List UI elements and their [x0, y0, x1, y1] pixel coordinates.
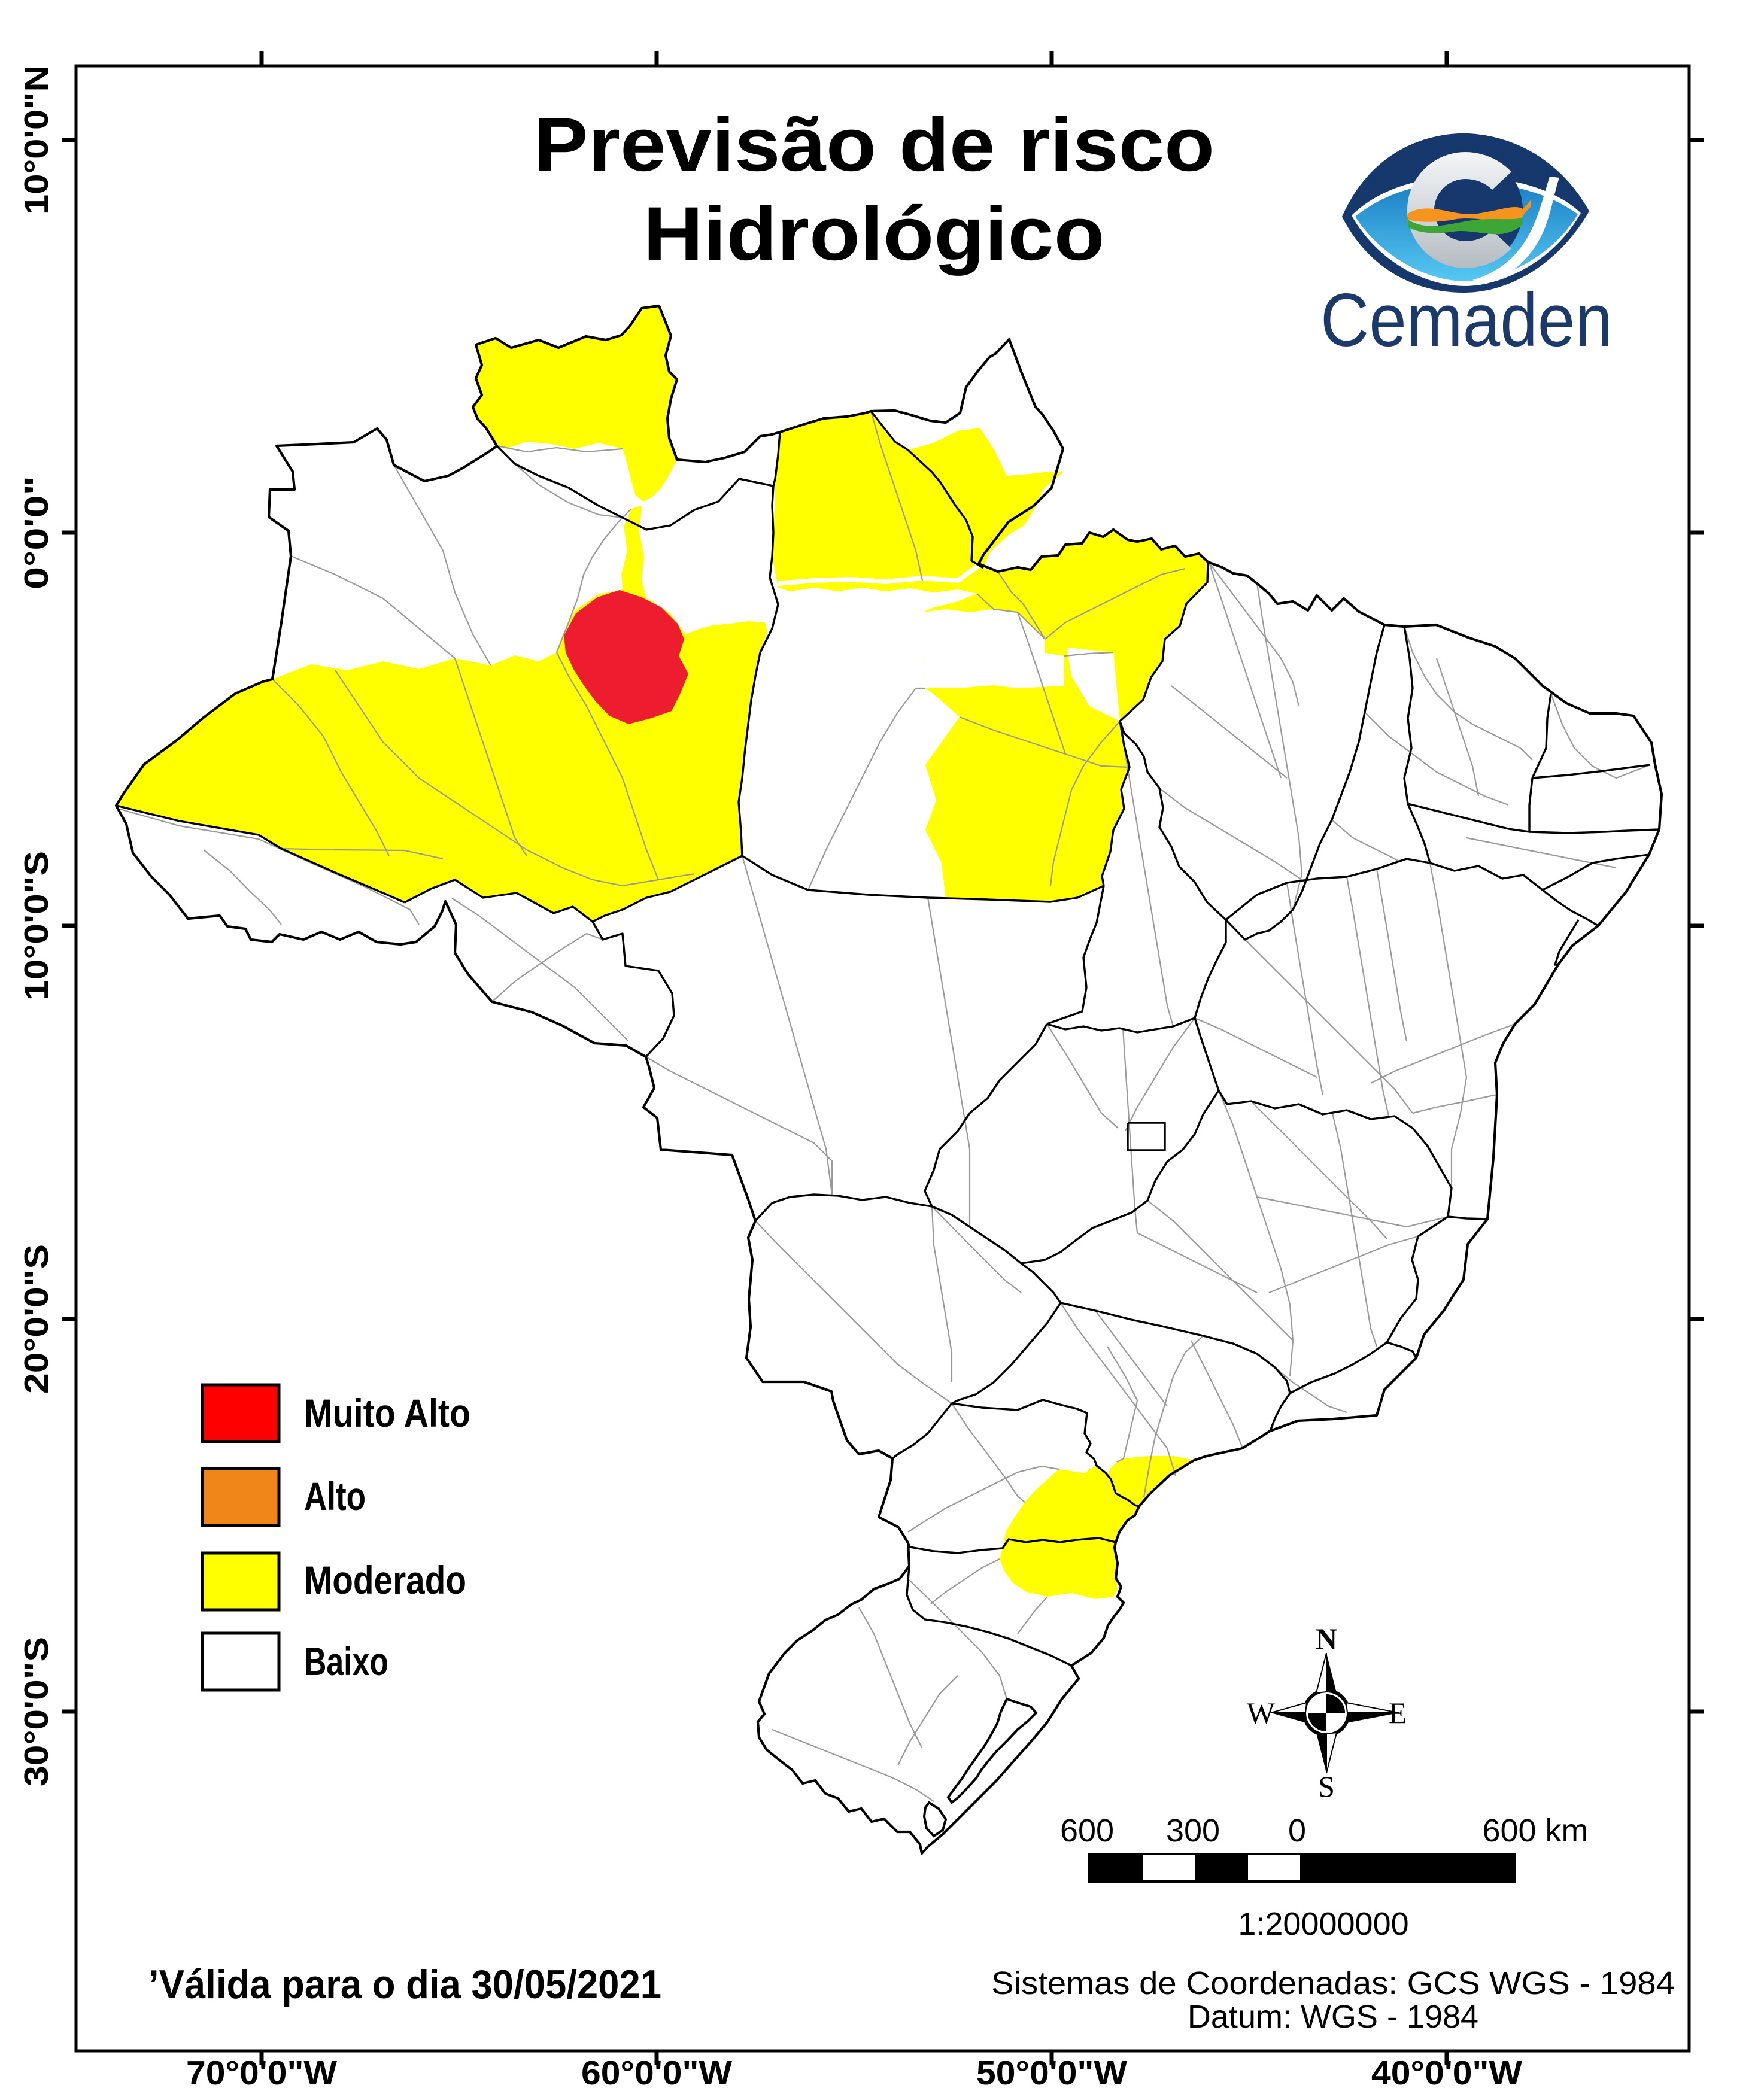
svg-text:30°0'0"S: 30°0'0"S: [17, 1637, 56, 1786]
svg-text:60°0'0"W: 60°0'0"W: [581, 2054, 732, 2092]
svg-text:0: 0: [1288, 1813, 1306, 1849]
svg-text:Alto: Alto: [304, 1474, 366, 1518]
svg-text:Moderado: Moderado: [304, 1558, 466, 1602]
svg-text:E: E: [1389, 1696, 1407, 1730]
svg-text:S: S: [1318, 1770, 1335, 1803]
svg-text:50°0'0"W: 50°0'0"W: [976, 2054, 1127, 2092]
svg-text:70°0'0"W: 70°0'0"W: [186, 2054, 337, 2092]
svg-text:Hidrológico: Hidrológico: [643, 191, 1105, 276]
svg-text:1:20000000: 1:20000000: [1238, 1906, 1408, 1942]
svg-text:10°0'0"S: 10°0'0"S: [17, 851, 56, 1001]
svg-text:N: N: [1316, 1622, 1337, 1655]
svg-text:20°0'0"S: 20°0'0"S: [17, 1244, 56, 1394]
svg-text:0°0'0": 0°0'0": [17, 476, 56, 589]
svg-text:600 km: 600 km: [1482, 1813, 1588, 1849]
svg-text:Previsão de risco: Previsão de risco: [533, 102, 1214, 187]
svg-text:Baixo: Baixo: [304, 1639, 388, 1683]
svg-text:600: 600: [1060, 1813, 1114, 1849]
svg-text:W: W: [1247, 1696, 1276, 1730]
svg-text:Datum: WGS - 1984: Datum: WGS - 1984: [1188, 1999, 1478, 2035]
svg-text:Cemaden: Cemaden: [1320, 279, 1613, 362]
svg-text:ʼVálida para o dia 30/05/2021: ʼVálida para o dia 30/05/2021: [148, 1962, 661, 2007]
svg-text:40°0'0"W: 40°0'0"W: [1371, 2054, 1522, 2092]
svg-text:300: 300: [1166, 1813, 1220, 1849]
svg-text:10°0'0"N: 10°0'0"N: [17, 65, 56, 215]
svg-text:Muito Alto: Muito Alto: [304, 1391, 470, 1435]
svg-text:Sistemas de Coordenadas: GCS W: Sistemas de Coordenadas: GCS WGS - 1984: [991, 1965, 1675, 2001]
